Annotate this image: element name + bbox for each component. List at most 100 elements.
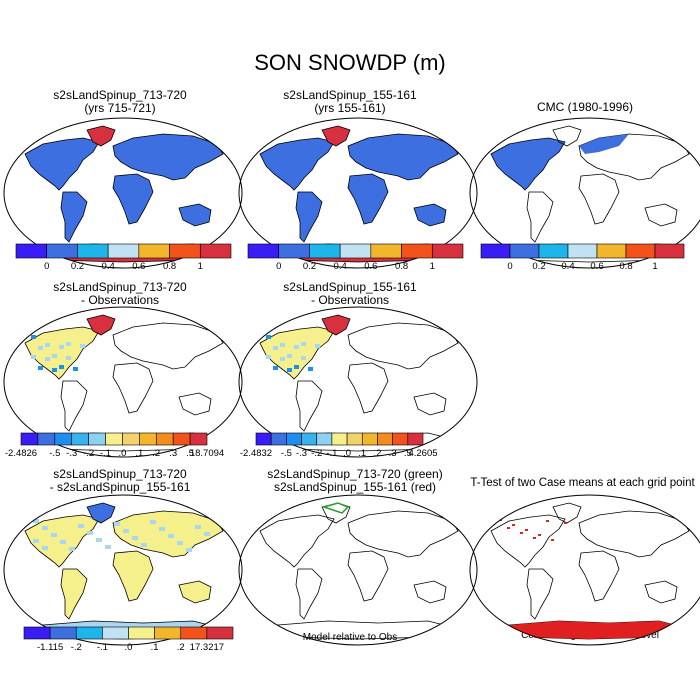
colorbar-tick-label: 1 [430,261,435,272]
continent-greenland [552,502,582,524]
colorbar-panel-2: 0 0.2 0.4 0.6 0.8 1 [247,243,464,272]
significant-cell [546,520,549,522]
diff-cell [266,355,271,359]
significant-cell [533,537,536,539]
panel-5-title: s2sLandSpinup_155-161 - Observations [230,281,470,307]
continent-greenland [86,502,116,524]
colorbar-swatch [54,432,73,446]
colorbar-tick-label: .2 [373,448,381,459]
diff-cell [78,524,84,528]
diff-cell [31,355,36,359]
colorbar-swatch [199,243,232,259]
colorbar-swatch [37,432,56,446]
continent-greenland [86,314,116,336]
panel-3-title: CMC (1980-1996) [465,101,700,114]
colorbar-tick-label: .3 [389,448,397,459]
colorbar-tick-label: 17.3217 [190,642,224,653]
colorbar-swatch [316,432,333,446]
diff-cell [123,529,129,533]
continent-africa [347,362,389,414]
colorbar-swatch [407,432,424,446]
continent-eurasia [578,510,690,558]
diff-cell [42,526,48,530]
panel-4-title: s2sLandSpinup_713-720 - Observations [0,281,240,307]
significant-cell [525,529,528,531]
colorbar-tick-label: -.3 [296,448,307,459]
colorbar-tick-label: 0.8 [395,261,408,272]
colorbar-tick-label: -2.4826 [5,448,37,459]
diff-cell [308,367,313,371]
colorbar-tick-label: 0.6 [590,261,603,272]
colorbar-swatch [71,432,89,446]
colorbar-swatch [206,626,234,640]
colorbar-tick-label: .0 [125,642,133,653]
continent-antarctica [277,620,454,640]
panel-8-title-line2: s2sLandSpinup_155-161 (red) [273,480,437,494]
diff-cell [294,345,299,349]
map-border [238,494,478,646]
colorbar-panel-5: -2.4832 -.5 -.3 -.2 -.1 .0 .1 .2 .3 .54.2605 [240,432,438,459]
colorbar-swatch [23,626,51,640]
diff-cell [301,342,306,346]
model-relative-note: Model relative to Obs [302,632,398,643]
panel-4-title-line2: - Observations [80,293,160,307]
colorbar-panel-7: -1.115 -.2 -.1 .0 .1 .2 17.3217 [23,626,234,653]
diff-cell [33,539,39,543]
colorbar-tick-label: -.1 [326,448,337,459]
significant-cell [538,534,541,536]
colorbar-tick-label: 4.2605 [408,448,437,459]
colorbar-swatch [401,243,433,259]
significant-cell [551,539,554,541]
colorbar-tick-label: -.1 [97,642,108,653]
continent-eurasia [347,322,459,370]
colorbar-tick-label: 0.6 [132,261,145,272]
diff-cell [114,522,120,526]
diff-cell [96,538,102,542]
diff-cell [33,519,39,523]
colorbar-swatch [102,626,129,640]
continent-africa [347,550,389,602]
colorbar-tick-label: -.5 [49,448,60,459]
colorbar-swatch [278,243,310,259]
eurasia-snow-patch [579,134,629,154]
colorbar-tick-label: .3 [169,448,177,459]
colorbar-tick-label: .5 [186,448,194,459]
colorbar-tick-label: -.3 [66,448,77,459]
colorbar-swatch [255,432,272,446]
colorbar-swatch [346,432,363,446]
continent-australia [178,580,212,604]
colorbar-swatch [15,243,48,259]
continent-eurasia [347,510,459,558]
colorbar-swatch [301,432,318,446]
panel-7-title-line1: s2sLandSpinup_713-720 [53,467,187,481]
continent-northAmerica [259,514,335,568]
map-border [3,494,243,646]
map-border [3,117,243,269]
colorbar-tick-label: 18.7094 [190,448,224,459]
continent-eurasia [112,133,224,181]
continent-southAmerica [60,568,88,620]
colorbar-swatch [107,243,140,259]
diff-cell [273,346,278,350]
diff-cell [31,335,36,339]
panel-4-title-line1: s2sLandSpinup_713-720 [53,280,187,294]
colorbar-swatch [654,243,685,259]
continent-australia [178,392,212,416]
diff-cell [66,356,71,360]
continent-eurasia [112,322,224,370]
colorbar-tick-label: 0.2 [71,261,84,272]
colorbar-swatch [377,432,393,446]
colorbar-tick-label: .1 [358,448,366,459]
map-border [238,117,478,269]
continent-greenland [321,125,351,147]
colorbar-swatch [46,243,78,259]
continent-africa [112,550,154,602]
colorbar-tick-label: .0 [343,448,351,459]
continent-eurasia [578,133,690,181]
panel-1-title-line1: s2sLandSpinup_713-720 [53,88,187,102]
diff-cell [51,533,57,537]
diff-cell [52,354,57,358]
panel-9-title-line1: T-Test of two Case means at each grid po… [470,477,695,489]
diff-cell [280,343,285,347]
